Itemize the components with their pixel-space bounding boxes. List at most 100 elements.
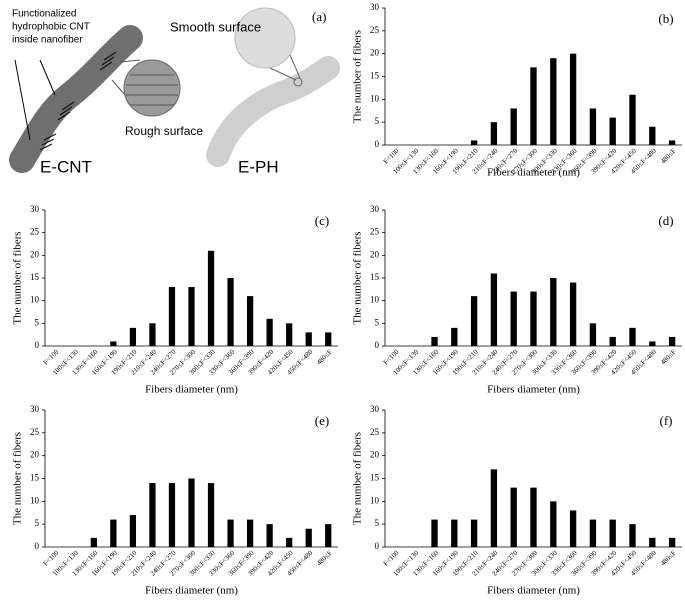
y-tick-label: 0 — [375, 340, 380, 350]
y-tick-label: 15 — [30, 473, 40, 483]
y-tick-label: 25 — [370, 427, 380, 437]
panel-label: (a) — [312, 9, 326, 24]
y-tick-label: 5 — [375, 518, 380, 528]
y-tick-label: 5 — [375, 116, 380, 126]
y-tick-label: 20 — [370, 48, 380, 58]
ph-fiber — [206, 56, 340, 167]
note: hydrophobic CNT — [12, 22, 90, 33]
y-tick-label: 30 — [30, 204, 40, 214]
rough-label: Rough surface — [125, 124, 203, 138]
bar — [451, 327, 458, 346]
name-label: E-CNT — [40, 157, 92, 176]
bar — [110, 341, 117, 346]
y-tick-label: 25 — [370, 227, 380, 237]
bar — [266, 318, 273, 346]
bar — [510, 108, 517, 145]
x-tick-label: 480≤F — [659, 348, 678, 367]
x-axis-label: Fibers diameter (nm) — [145, 585, 238, 597]
bar — [149, 483, 156, 547]
bar — [490, 122, 498, 145]
y-tick-label: 20 — [30, 450, 40, 460]
chart: 051015202530F<100100≤F<130130≤F<160160≤F… — [12, 404, 338, 597]
panel-label: (c) — [315, 213, 329, 228]
y-tick-label: 20 — [370, 249, 380, 259]
bar — [589, 519, 597, 547]
zoom-line — [269, 67, 297, 81]
y-tick-label: 30 — [370, 2, 380, 12]
y-axis-label: The number of fibers — [12, 231, 24, 324]
bar — [246, 519, 254, 547]
rough-zoom — [123, 59, 181, 117]
y-tick-label: 10 — [30, 495, 40, 505]
y-tick-label: 0 — [375, 541, 380, 551]
bar — [286, 323, 293, 346]
bar — [510, 487, 517, 547]
bar — [246, 296, 254, 346]
bar — [629, 327, 636, 346]
bar — [668, 140, 676, 145]
bar — [188, 478, 195, 547]
bar — [305, 528, 312, 547]
cnt-marks — [39, 51, 117, 151]
bar — [325, 524, 332, 547]
bar — [470, 296, 478, 346]
y-tick-label: 0 — [375, 139, 380, 149]
bar — [530, 487, 537, 547]
bar — [129, 327, 137, 346]
y-tick-label: 10 — [30, 295, 40, 305]
bar — [207, 483, 215, 547]
y-tick-label: 5 — [35, 518, 40, 528]
illustration: (a) Functionalized hydrophobic CNT insid… — [9, 7, 340, 176]
y-tick-label: 5 — [35, 317, 40, 327]
bar — [589, 108, 597, 145]
y-tick-label: 30 — [370, 204, 380, 214]
bar — [149, 323, 156, 346]
y-tick-label: 20 — [370, 450, 380, 460]
y-tick-label: 15 — [30, 272, 40, 282]
bar — [550, 58, 557, 145]
y-tick-label: 25 — [370, 25, 380, 35]
zoom-line — [289, 54, 301, 79]
zoom-spot — [293, 77, 303, 87]
bar — [609, 336, 616, 346]
bar — [609, 519, 616, 547]
bar — [569, 282, 577, 346]
y-tick-label: 15 — [370, 473, 380, 483]
y-tick-label: 0 — [35, 541, 40, 551]
smooth-label: Smooth surface — [170, 19, 261, 34]
bar — [649, 341, 656, 346]
panel-label: (f) — [660, 413, 673, 428]
chart: 051015202530F<100100≤F<130130≤F<160160≤F… — [12, 204, 338, 396]
y-tick-label: 25 — [30, 227, 40, 237]
y-tick-label: 20 — [30, 249, 40, 259]
arrow — [14, 59, 31, 141]
bar — [129, 515, 137, 547]
rough-texture — [126, 74, 178, 106]
cnt-fiber — [9, 25, 143, 173]
y-tick-label: 0 — [35, 340, 40, 350]
bar — [168, 287, 176, 346]
bar — [470, 519, 478, 547]
x-tick-label: 480≤F — [315, 549, 334, 568]
x-axis-label: Fibers diameter (nm) — [487, 167, 580, 179]
bar — [490, 273, 498, 346]
y-tick-label: 15 — [370, 71, 380, 81]
x-tick-label: 480≤F — [315, 348, 334, 367]
y-tick-label: 25 — [30, 427, 40, 437]
note: Functionalized — [12, 9, 76, 20]
y-axis-label: The number of fibers — [352, 231, 364, 324]
y-axis-label: The number of fibers — [352, 432, 364, 525]
panel-label: (e) — [315, 413, 329, 428]
bar — [569, 510, 577, 547]
note: inside nanofiber — [12, 35, 83, 46]
y-tick-label: 30 — [370, 404, 380, 414]
y-tick-label: 15 — [370, 272, 380, 282]
bar — [550, 278, 557, 346]
bar — [569, 53, 577, 145]
y-tick-label: 10 — [370, 93, 380, 103]
x-tick-label: 480≤F — [659, 549, 678, 568]
smooth-zoom — [234, 7, 296, 69]
chart: 051015202530F<100100≤F<130130≤F<160160≤F… — [352, 2, 682, 179]
bar — [649, 537, 656, 547]
